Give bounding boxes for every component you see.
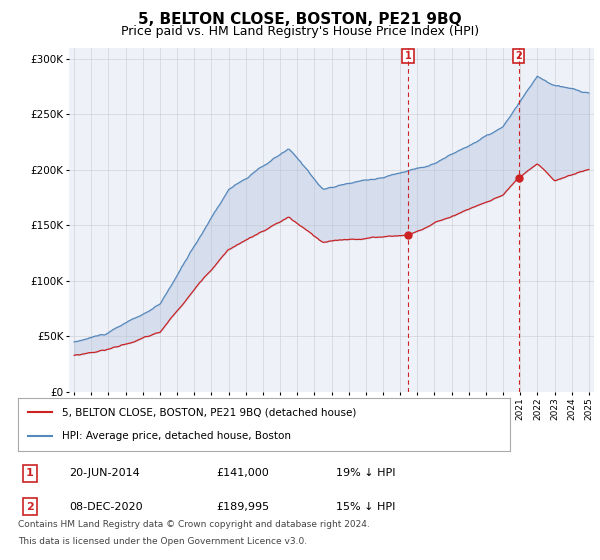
Text: 2: 2 bbox=[26, 502, 34, 512]
Text: 5, BELTON CLOSE, BOSTON, PE21 9BQ (detached house): 5, BELTON CLOSE, BOSTON, PE21 9BQ (detac… bbox=[62, 408, 356, 418]
Text: Price paid vs. HM Land Registry's House Price Index (HPI): Price paid vs. HM Land Registry's House … bbox=[121, 25, 479, 38]
Text: 1: 1 bbox=[26, 468, 34, 478]
Text: 15% ↓ HPI: 15% ↓ HPI bbox=[336, 502, 395, 512]
Text: 19% ↓ HPI: 19% ↓ HPI bbox=[336, 468, 395, 478]
Text: £141,000: £141,000 bbox=[216, 468, 269, 478]
Text: £189,995: £189,995 bbox=[216, 502, 269, 512]
Text: HPI: Average price, detached house, Boston: HPI: Average price, detached house, Bost… bbox=[62, 431, 291, 441]
Text: 08-DEC-2020: 08-DEC-2020 bbox=[69, 502, 143, 512]
Text: 2: 2 bbox=[515, 51, 522, 61]
Text: This data is licensed under the Open Government Licence v3.0.: This data is licensed under the Open Gov… bbox=[18, 537, 307, 546]
Text: Contains HM Land Registry data © Crown copyright and database right 2024.: Contains HM Land Registry data © Crown c… bbox=[18, 520, 370, 529]
Text: 5, BELTON CLOSE, BOSTON, PE21 9BQ: 5, BELTON CLOSE, BOSTON, PE21 9BQ bbox=[138, 12, 462, 27]
Text: 20-JUN-2014: 20-JUN-2014 bbox=[69, 468, 140, 478]
Text: 1: 1 bbox=[405, 51, 412, 61]
